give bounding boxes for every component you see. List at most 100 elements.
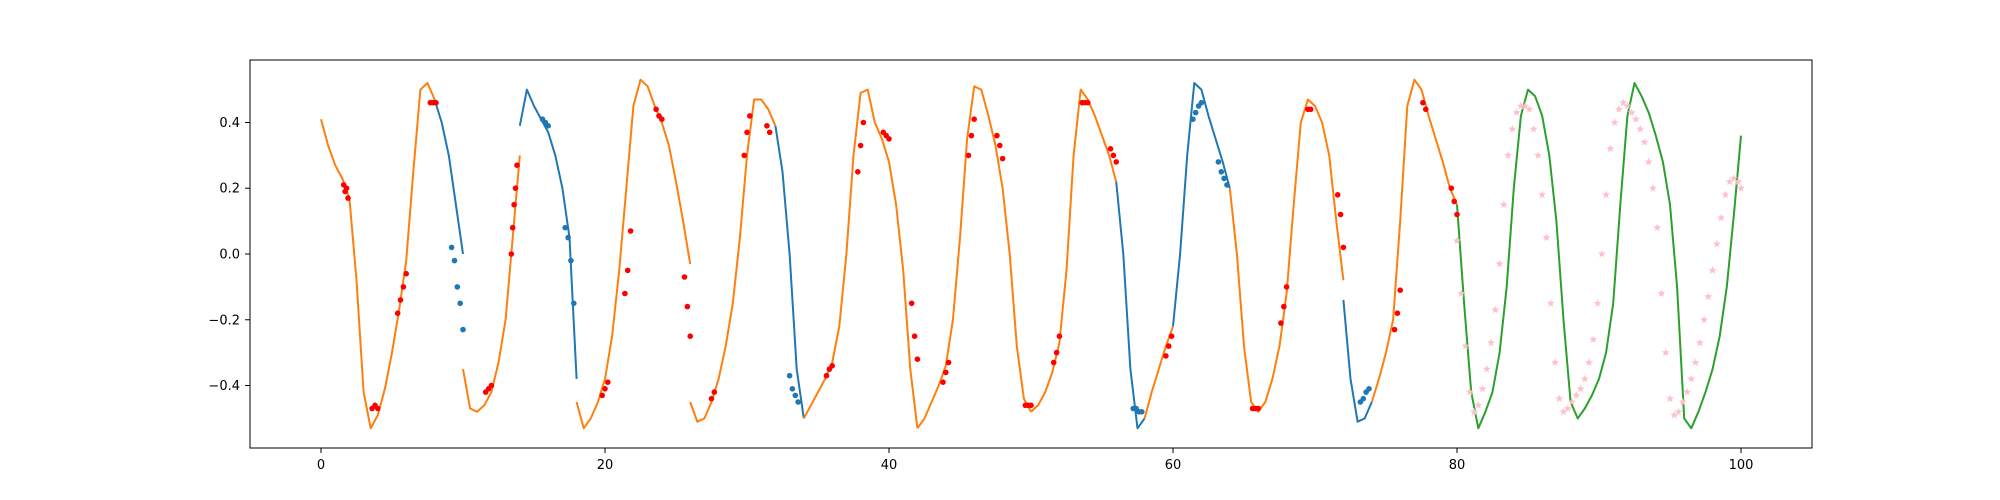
pink-marker	[1487, 338, 1496, 347]
pink-marker	[1661, 348, 1670, 356]
pink-marker	[1649, 184, 1657, 192]
red-marker	[747, 113, 753, 119]
red-marker	[741, 152, 747, 159]
series-line-14-orange	[1228, 98, 1345, 413]
series-line-6-orange	[689, 98, 777, 423]
blue-marker	[1360, 395, 1367, 402]
red-marker	[397, 297, 404, 303]
pink-marker	[1606, 144, 1615, 153]
red-marker	[509, 224, 516, 231]
series-line-17-green	[1456, 82, 1742, 430]
pink-marker	[1585, 358, 1594, 366]
pink-marker	[1508, 124, 1517, 133]
blue-marker	[1224, 182, 1230, 188]
red-marker	[1053, 349, 1060, 356]
x-tick-label: 60	[1165, 458, 1182, 473]
red-marker	[488, 382, 495, 389]
pink-marker	[1538, 190, 1547, 199]
red-marker	[653, 106, 659, 113]
red-marker	[1278, 320, 1284, 326]
pink-marker	[1737, 184, 1745, 192]
red-marker	[914, 356, 921, 363]
pink-marker	[1576, 384, 1585, 393]
pink-marker	[1568, 397, 1576, 406]
blue-marker	[795, 399, 801, 405]
red-marker	[943, 369, 949, 376]
blue-marker	[1366, 386, 1372, 392]
series-line-3-orange	[462, 155, 521, 413]
pink-marker	[1597, 249, 1606, 258]
red-marker	[908, 300, 915, 307]
red-marker	[403, 270, 410, 277]
blue-marker	[1198, 99, 1205, 106]
pink-marker	[1683, 387, 1691, 396]
red-marker	[622, 290, 628, 297]
pink-marker	[1653, 223, 1662, 232]
red-marker	[1397, 287, 1403, 294]
series-line-5-orange	[575, 78, 692, 430]
red-marker	[857, 142, 864, 149]
pink-marker	[1495, 259, 1504, 268]
red-marker	[659, 116, 665, 122]
pink-marker	[1666, 394, 1674, 403]
red-marker	[1448, 185, 1455, 191]
x-tick-label: 20	[597, 458, 614, 473]
pink-marker	[1636, 124, 1645, 133]
red-marker	[1165, 343, 1172, 349]
red-marker	[940, 379, 946, 386]
red-marker	[627, 228, 634, 234]
series-line-15-blue	[1342, 299, 1373, 423]
blue-marker	[1221, 175, 1227, 182]
pink-marker	[1580, 374, 1589, 383]
red-marker	[829, 363, 835, 369]
pink-marker	[1572, 391, 1581, 399]
series-line-16-orange	[1370, 78, 1458, 403]
pink-marker	[1619, 98, 1628, 107]
blue-marker	[789, 386, 796, 392]
pink-marker	[1512, 108, 1521, 116]
plot-frame	[249, 59, 1813, 449]
red-marker	[860, 119, 867, 126]
pink-marker	[1555, 394, 1564, 403]
blue-marker	[568, 257, 574, 264]
pink-marker	[1627, 108, 1636, 116]
red-marker	[1028, 402, 1034, 409]
pink-marker	[1461, 341, 1470, 350]
red-marker	[971, 116, 977, 122]
x-tick-label: 0	[317, 458, 325, 473]
x-tick-label: 100	[1729, 458, 1754, 473]
red-marker	[394, 310, 401, 317]
pink-marker	[1529, 124, 1538, 133]
red-marker	[511, 201, 517, 208]
series-line-11-blue	[1115, 181, 1146, 430]
red-marker	[766, 129, 773, 136]
red-marker	[1334, 192, 1341, 198]
series-line-4-blue	[518, 88, 578, 379]
red-marker	[508, 251, 515, 257]
red-marker	[1420, 99, 1426, 106]
pink-marker	[1670, 410, 1679, 419]
red-marker	[681, 274, 688, 280]
series-lines	[320, 78, 1742, 430]
series-line-8-orange	[802, 88, 919, 429]
red-marker	[599, 392, 605, 399]
blue-marker	[454, 284, 461, 290]
red-marker	[855, 169, 861, 175]
blue-marker	[1139, 409, 1145, 415]
pink-marker	[1610, 118, 1619, 126]
blue-marker	[457, 300, 464, 307]
pink-marker	[1712, 239, 1721, 248]
y-tick-label: 0.4	[219, 116, 240, 131]
pink-marker	[1465, 387, 1474, 396]
series-markers	[340, 98, 1745, 419]
pink-marker	[1589, 335, 1598, 343]
red-marker	[1110, 152, 1117, 159]
pink-marker	[1482, 364, 1491, 373]
blue-marker	[1190, 116, 1196, 122]
red-marker	[1451, 198, 1457, 205]
pink-marker	[1734, 177, 1743, 186]
red-marker	[744, 129, 750, 136]
pink-marker	[1491, 305, 1500, 314]
red-marker	[1337, 211, 1344, 218]
